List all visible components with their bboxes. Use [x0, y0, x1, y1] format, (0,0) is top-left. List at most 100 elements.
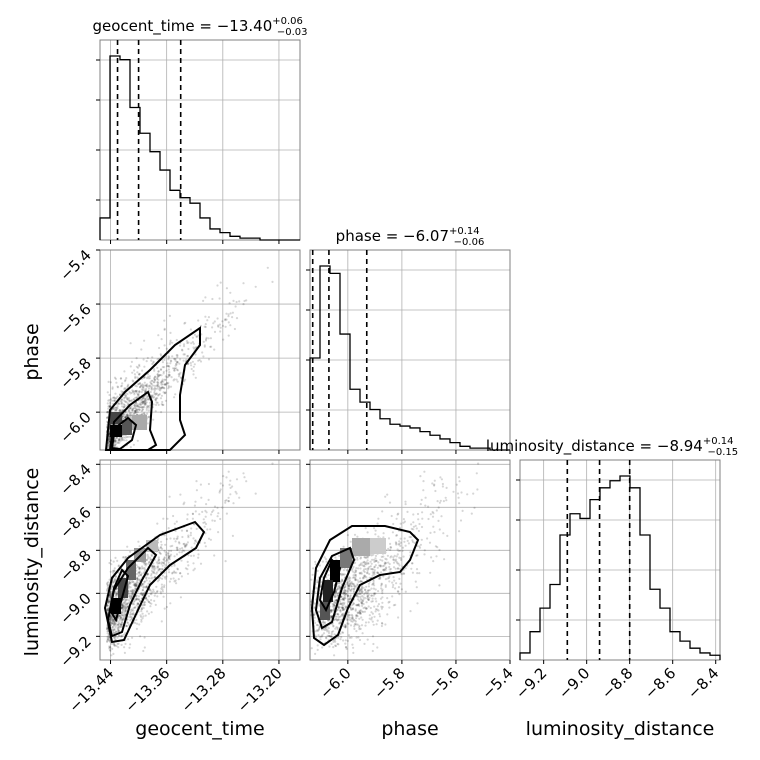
- sample-point: [211, 297, 214, 301]
- sample-point: [122, 605, 125, 608]
- sample-point: [114, 406, 117, 409]
- sample-point: [335, 626, 338, 629]
- sample-point: [204, 339, 208, 342]
- sample-point: [343, 593, 346, 596]
- sample-point: [163, 549, 166, 552]
- sample-point: [359, 562, 362, 565]
- sample-point: [151, 564, 154, 568]
- sample-point: [314, 634, 317, 637]
- sample-point: [383, 568, 386, 571]
- sample-point: [155, 572, 158, 575]
- sample-point: [163, 378, 166, 381]
- sample-point: [114, 439, 117, 442]
- sample-point: [128, 616, 131, 619]
- sample-point: [123, 387, 126, 390]
- sample-point: [107, 407, 110, 410]
- sample-point: [385, 558, 388, 561]
- sample-point: [356, 558, 359, 561]
- sample-point: [137, 602, 140, 605]
- density-cell: [340, 548, 352, 568]
- sample-point: [114, 556, 117, 560]
- sample-point: [111, 585, 114, 588]
- panel-luminosity_distance-geocent_time: [99, 459, 301, 661]
- sample-point: [169, 537, 172, 540]
- sample-point: [341, 607, 344, 610]
- sample-point: [163, 328, 166, 331]
- sample-point: [209, 528, 212, 531]
- sample-point: [373, 527, 376, 530]
- sample-point: [147, 409, 150, 412]
- sample-point: [210, 345, 213, 348]
- sample-point: [116, 406, 119, 409]
- sample-point: [144, 401, 147, 404]
- sample-point: [132, 380, 135, 383]
- sample-point: [137, 595, 140, 598]
- sample-point: [108, 432, 111, 435]
- sample-point: [151, 394, 154, 397]
- sample-point: [129, 415, 132, 418]
- sample-point: [160, 380, 163, 383]
- sample-point: [348, 616, 351, 619]
- sample-point: [143, 376, 146, 379]
- sample-point: [117, 629, 120, 632]
- sample-point: [418, 545, 421, 548]
- sample-point: [149, 589, 152, 592]
- sample-point: [145, 394, 148, 397]
- sample-point: [316, 629, 319, 633]
- sample-point: [114, 626, 117, 629]
- sample-point: [347, 600, 350, 603]
- sample-point: [122, 614, 125, 617]
- sample-point: [367, 589, 370, 592]
- sample-point: [151, 384, 154, 387]
- sample-point: [123, 405, 126, 408]
- sample-point: [184, 567, 187, 570]
- sample-point: [175, 363, 178, 366]
- sample-point: [116, 395, 119, 398]
- sample-point: [176, 360, 179, 364]
- sample-point: [213, 505, 217, 508]
- sample-point: [391, 531, 394, 534]
- sample-point: [163, 366, 166, 369]
- sample-point: [336, 612, 339, 616]
- sample-point: [145, 586, 148, 589]
- sample-point: [143, 398, 146, 401]
- sample-point: [439, 499, 442, 502]
- sample-point: [136, 392, 139, 396]
- sample-point: [145, 577, 148, 580]
- sample-point: [341, 608, 344, 612]
- sample-point: [143, 646, 146, 649]
- sample-point: [114, 635, 117, 638]
- sample-point: [203, 344, 206, 347]
- sample-point: [360, 587, 363, 590]
- sample-point: [120, 606, 124, 609]
- sample-point: [338, 582, 341, 585]
- sample-point: [342, 608, 346, 611]
- sample-point: [146, 385, 149, 388]
- sample-point: [108, 439, 111, 442]
- sample-point: [129, 612, 132, 615]
- sample-point: [209, 538, 212, 541]
- sample-point: [160, 543, 163, 546]
- sample-point: [384, 578, 387, 581]
- sample-point: [115, 381, 118, 384]
- sample-point: [124, 601, 127, 604]
- sample-point: [142, 561, 145, 564]
- sample-point: [162, 370, 165, 373]
- sample-point: [154, 567, 157, 570]
- sample-point: [336, 642, 339, 646]
- sample-point: [111, 617, 114, 621]
- sample-point: [360, 589, 363, 592]
- sample-point: [321, 560, 324, 563]
- sample-point: [156, 384, 159, 387]
- sample-point: [419, 503, 422, 506]
- sample-point: [151, 379, 154, 382]
- sample-point: [349, 607, 353, 610]
- sample-point: [476, 488, 479, 491]
- sample-point: [139, 403, 143, 406]
- y-tick-label-phase: −5.8: [56, 354, 94, 392]
- sample-point: [127, 638, 130, 641]
- sample-point: [381, 559, 384, 562]
- sample-point: [339, 615, 342, 618]
- sample-point: [138, 566, 141, 569]
- sample-point: [354, 577, 357, 580]
